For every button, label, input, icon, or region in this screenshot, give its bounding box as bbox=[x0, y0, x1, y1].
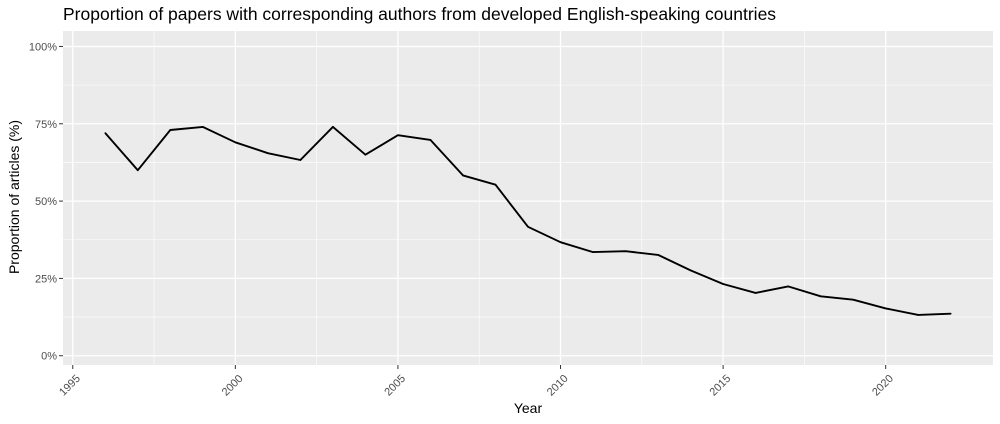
data-point bbox=[592, 251, 594, 253]
data-point bbox=[689, 269, 692, 272]
data-point bbox=[527, 225, 529, 228]
major-gridlines bbox=[63, 31, 993, 365]
data-point bbox=[494, 183, 497, 186]
y-tick-label: 25% bbox=[35, 273, 57, 285]
y-axis: 0% 25% 50% 75% 100% bbox=[29, 41, 63, 363]
data-point bbox=[462, 174, 464, 177]
data-point bbox=[819, 295, 822, 298]
data-point bbox=[364, 153, 367, 156]
x-tick-label: 2000 bbox=[220, 373, 246, 399]
x-axis: 1995 2000 2005 2010 2015 2020 bbox=[57, 365, 896, 399]
y-tick-label: 50% bbox=[35, 196, 57, 208]
plot-panel bbox=[63, 31, 993, 365]
data-point bbox=[299, 159, 302, 161]
data-point bbox=[754, 292, 757, 294]
data-point bbox=[624, 250, 627, 252]
data-point bbox=[884, 307, 887, 310]
data-point bbox=[429, 139, 432, 141]
x-tick-label: 1995 bbox=[57, 373, 83, 399]
data-point bbox=[722, 283, 724, 285]
minor-gridlines bbox=[63, 31, 993, 365]
data-point bbox=[202, 126, 204, 128]
data-point bbox=[332, 126, 334, 128]
y-tick-label: 75% bbox=[35, 119, 57, 131]
data-point bbox=[397, 134, 399, 137]
x-tick-label: 2005 bbox=[382, 373, 408, 399]
x-tick-label: 2015 bbox=[708, 373, 734, 399]
x-tick-label: 2020 bbox=[870, 373, 896, 399]
y-tick-label: 0% bbox=[41, 351, 57, 363]
data-point bbox=[234, 141, 237, 144]
data-point bbox=[917, 314, 920, 316]
data-point bbox=[949, 312, 952, 315]
data-point bbox=[559, 241, 562, 244]
data-point bbox=[657, 254, 659, 256]
x-tick-label: 2010 bbox=[545, 373, 571, 399]
data-point bbox=[267, 152, 269, 154]
chart-title: Proportion of papers with corresponding … bbox=[63, 4, 776, 24]
data-point bbox=[169, 129, 172, 131]
data-point bbox=[104, 132, 107, 134]
data-point bbox=[136, 169, 139, 171]
x-axis-title: Year bbox=[514, 400, 543, 416]
data-point bbox=[852, 298, 854, 301]
y-axis-title: Proportion of articles (%) bbox=[6, 120, 22, 274]
data-point bbox=[787, 285, 789, 288]
y-tick-label: 100% bbox=[29, 41, 57, 53]
series-layer bbox=[104, 125, 952, 316]
